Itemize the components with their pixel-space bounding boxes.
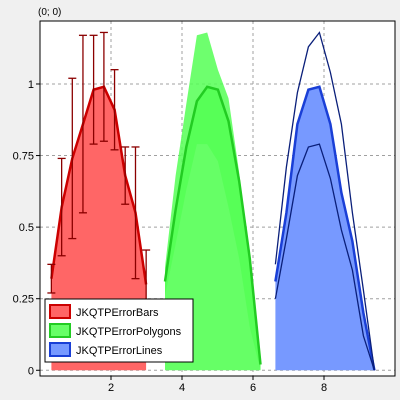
series-0-errorbar-8 [131,146,140,280]
coordinate-readout: (0; 0) [38,7,61,18]
legend-swatch-0 [49,304,71,319]
series-0-errorbar-4 [89,34,98,145]
series-0-errorbar-0 [47,263,56,294]
axes: 2 4 6 8 0 0.25 0.5 0.75 1 [13,79,327,394]
plot-frame [39,20,396,377]
y-tick-label-1: 0.25 [13,294,34,306]
series-1-line [163,85,262,365]
series-0-errorbar-2 [68,77,77,240]
legend-label-0: JKQTPErrorBars [76,307,159,319]
series-0-errorbar-5 [99,31,108,142]
series-0-line [50,85,148,285]
series-0-errorbar-7 [121,146,130,205]
series-2-error-lower [274,143,376,371]
series-2-error-upper [274,31,376,371]
series-2-area [275,86,375,371]
x-tick-label-0: 2 [108,382,114,394]
y-tick-label-4: 1 [28,79,34,91]
x-tick-label-2: 6 [250,382,256,394]
series-2-line [274,85,376,371]
legend-swatch-1 [49,323,71,338]
y-tick-label-3: 0.75 [13,151,34,163]
legend: JKQTPErrorBars JKQTPErrorPolygons JKQTPErr… [44,298,194,363]
series-2 [274,31,376,371]
x-tick-label-1: 4 [179,382,185,394]
series-0-errorbar-6 [110,69,119,151]
legend-swatch-2 [49,342,71,357]
legend-label-1: JKQTPErrorPolygons [76,326,182,338]
series-0-errorbar-1 [57,157,66,257]
series-1-error-polygon [165,32,261,371]
x-tick-label-3: 8 [321,382,327,394]
legend-label-2: JKQTPErrorLines [76,345,163,357]
y-tick-label-0: 0 [28,365,34,377]
series-0-errorbar-3 [78,34,87,214]
y-tick-label-2: 0.5 [19,222,34,234]
